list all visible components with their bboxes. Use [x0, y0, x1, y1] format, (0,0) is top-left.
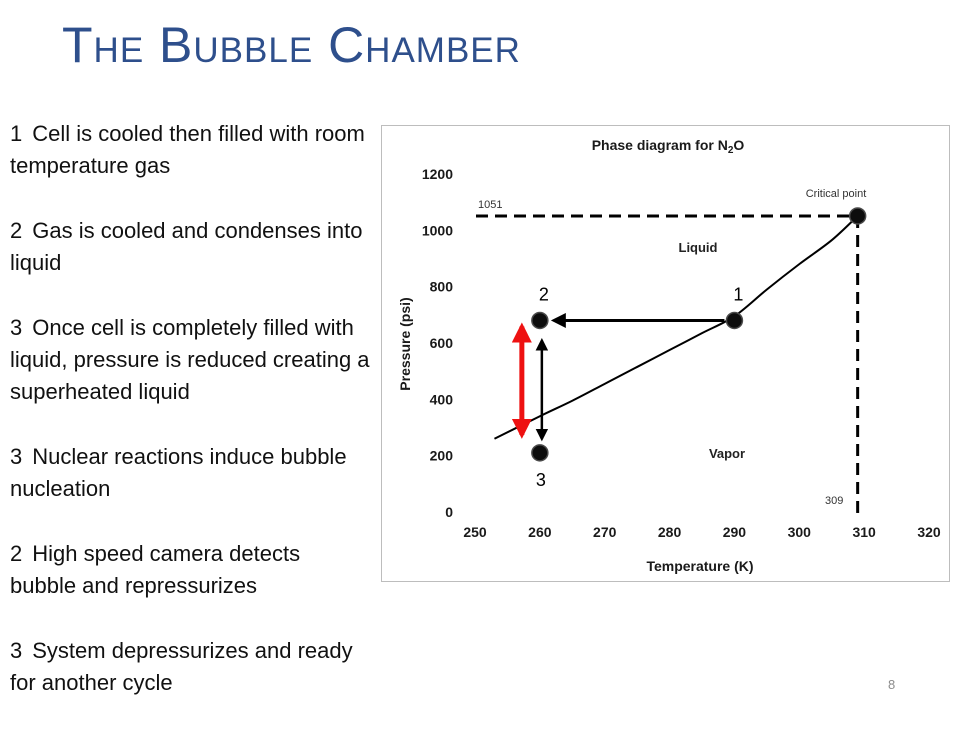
critical-pressure-label: 1051: [478, 199, 502, 211]
x-tick-label: 320: [917, 524, 941, 540]
state-point-marker: [531, 311, 549, 330]
phase-diagram-chart: Phase diagram for N2O Temperature (K) Pr…: [381, 125, 950, 582]
y-tick-label: 400: [430, 391, 454, 407]
slide-title: The Bubble Chamber: [62, 17, 521, 73]
x-tick-label: 260: [528, 524, 552, 540]
state-point-marker: [725, 311, 744, 330]
vapor-pressure-curve: [494, 215, 859, 440]
state-point-label: 2: [539, 284, 549, 304]
step-number: 3: [10, 315, 23, 340]
plot-area: 250 260 270 280 290 300 310 320 0 200 400 600 800 100…: [422, 166, 941, 540]
step-item: 2 Gas is cooled and condenses into liquid: [10, 215, 370, 279]
critical-point-marker: [848, 207, 867, 225]
step-number: 3: [10, 638, 23, 663]
critical-temperature-label: 309: [825, 495, 843, 507]
y-tick-label: 800: [430, 279, 454, 295]
step-number: 3: [10, 444, 23, 469]
step-item: 3 Nuclear reactions induce bubble nucleat…: [10, 441, 370, 505]
y-tick-label: 1200: [422, 166, 453, 182]
chart-title: Phase diagram for N2O: [592, 137, 745, 156]
step-text: High speed camera detects bubble and rep…: [10, 541, 301, 598]
state-point-marker: [531, 444, 549, 462]
state-point-label: 1: [733, 284, 743, 304]
step-number: 2: [10, 218, 23, 243]
y-tick-label: 1000: [422, 222, 453, 238]
chart-title-tail: O: [733, 137, 744, 153]
x-tick-label: 290: [723, 524, 747, 540]
step-number: 2: [10, 541, 23, 566]
page-number: 8: [888, 677, 896, 692]
step-number: 1: [10, 121, 23, 146]
step-item: 3 Once cell is completely filled with liq…: [10, 312, 370, 408]
step-text: Once cell is completely filled with liqu…: [10, 315, 370, 404]
steps-list: 1 Cell is cooled then filled with room te…: [10, 118, 370, 732]
step-text: Nuclear reactions induce bubble nucleati…: [10, 444, 347, 501]
chart-title-sub: 2: [728, 145, 734, 156]
y-tick-label: 200: [430, 448, 454, 464]
x-tick-label: 250: [463, 524, 487, 540]
y-tick-label: 600: [430, 335, 454, 351]
y-axis-label: Pressure (psi): [397, 297, 413, 390]
region-label-liquid: Liquid: [679, 240, 718, 255]
critical-point-label: Critical point: [806, 188, 867, 200]
step-text: Cell is cooled then filled with room tem…: [10, 121, 365, 178]
state-point-label: 3: [536, 470, 546, 490]
x-tick-label: 280: [658, 524, 682, 540]
x-tick-label: 270: [593, 524, 617, 540]
y-tick-label: 0: [445, 504, 453, 520]
step-item: 3 System depressurizes and ready for anot…: [10, 635, 370, 699]
step-text: Gas is cooled and condenses into liquid: [10, 218, 363, 275]
phase-diagram-svg: Phase diagram for N2O Temperature (K) Pr…: [397, 137, 941, 574]
x-axis-label: Temperature (K): [646, 558, 753, 574]
x-tick-label: 300: [788, 524, 812, 540]
step-text: System depressurizes and ready for anoth…: [10, 638, 353, 695]
x-tick-label: 310: [852, 524, 876, 540]
region-label-vapor: Vapor: [709, 446, 745, 461]
chart-title-main: Phase diagram for N: [592, 137, 728, 153]
step-item: 2 High speed camera detects bubble and re…: [10, 538, 370, 602]
step-item: 1 Cell is cooled then filled with room te…: [10, 118, 370, 182]
